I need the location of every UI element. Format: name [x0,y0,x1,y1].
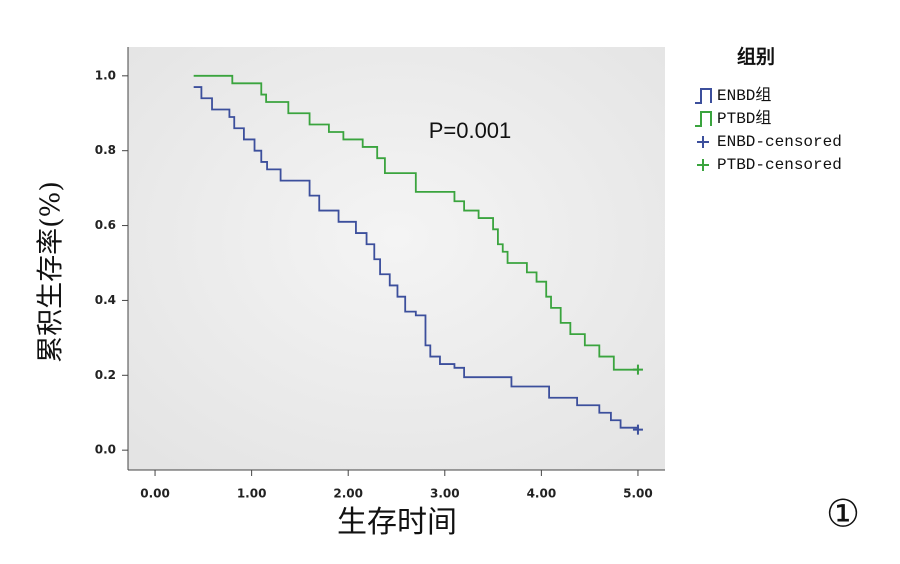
legend-label: ENBD组 [717,86,771,105]
legend-label: ENBD-censored [717,133,842,151]
plot-area [128,47,665,470]
legend-label: PTBD组 [717,109,771,128]
y-tick-label: 1.0 [95,68,116,82]
x-tick-label: 5.00 [623,487,653,501]
censor-mark [632,364,643,375]
y-tick-label: 0.2 [95,368,116,382]
figure-label: ① [826,492,860,536]
x-tick-label: 3.00 [430,487,460,501]
x-tick-label: 1.00 [237,487,267,501]
legend-marker [697,159,709,171]
annotation: P=0.001 [429,118,512,143]
survival-line [193,86,639,430]
y-axis-label: 累积生存率(%) [36,181,67,363]
legend-label: PTBD-censored [717,156,842,174]
x-tick-label: 2.00 [333,487,363,501]
y-tick-label: 0.0 [95,443,116,457]
legend-title: 组别 [737,45,775,68]
x-tick-label: 0.00 [140,487,170,501]
survival-line [193,74,638,371]
y-tick-label: 0.6 [95,218,116,232]
legend-marker [695,111,712,127]
legend-marker [697,136,709,148]
y-tick-label: 0.8 [95,143,116,157]
legend-marker [695,88,712,104]
x-axis-label: 生存时间 [337,505,457,540]
x-tick-label: 4.00 [527,487,557,501]
y-tick-label: 0.4 [95,293,116,307]
censor-mark [632,424,643,435]
